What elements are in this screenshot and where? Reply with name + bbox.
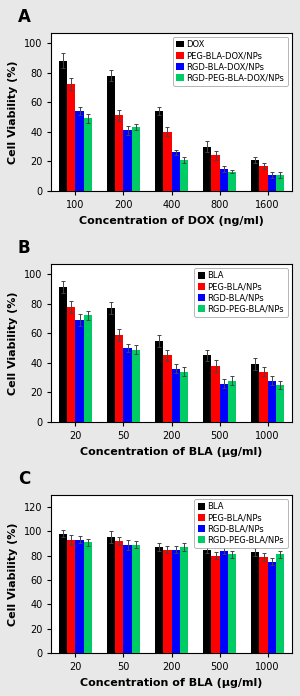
Bar (276, 385, 284, 422)
Bar (268, 175, 276, 191)
Bar (132, 127, 140, 191)
Bar (67, 307, 75, 422)
X-axis label: Concentration of BLA (μg/ml): Concentration of BLA (μg/ml) (80, 447, 263, 457)
Bar (164, 356, 172, 422)
Bar (124, 545, 132, 653)
Legend: BLA, PEG-BLA/NPs, RGD-BLA/NPs, RGD-PEG-BLA/NPs: BLA, PEG-BLA/NPs, RGD-BLA/NPs, RGD-PEG-B… (194, 499, 287, 548)
Y-axis label: Cell Viability (%): Cell Viability (%) (8, 60, 19, 164)
Bar (59, 534, 67, 653)
Bar (164, 550, 172, 653)
Bar (172, 550, 180, 653)
Bar (84, 118, 92, 191)
Bar (276, 175, 284, 191)
Bar (220, 551, 228, 653)
Bar (180, 547, 188, 653)
Bar (107, 76, 115, 191)
Bar (124, 130, 132, 191)
Bar (203, 147, 211, 191)
Bar (268, 562, 276, 653)
Bar (75, 111, 84, 191)
Text: B: B (18, 239, 30, 258)
Y-axis label: Cell Viability (%): Cell Viability (%) (8, 291, 19, 395)
Bar (180, 372, 188, 422)
Bar (172, 369, 180, 422)
Legend: BLA, PEG-BLA/NPs, RGD-BLA/NPs, RGD-PEG-BLA/NPs: BLA, PEG-BLA/NPs, RGD-BLA/NPs, RGD-PEG-B… (194, 268, 287, 317)
Bar (212, 155, 220, 191)
Text: A: A (18, 8, 31, 26)
Bar (180, 160, 188, 191)
Bar (132, 349, 140, 422)
Bar (84, 315, 92, 422)
Bar (251, 364, 260, 422)
Y-axis label: Cell Viability (%): Cell Viability (%) (8, 522, 18, 626)
Bar (268, 381, 276, 422)
Bar (84, 542, 92, 653)
Legend: DOX, PEG-BLA-DOX/NPs, RGD-BLA-DOX/NPs, RGD-PEG-BLA-DOX/NPs: DOX, PEG-BLA-DOX/NPs, RGD-BLA-DOX/NPs, R… (173, 37, 287, 86)
Bar (107, 537, 115, 653)
Bar (155, 340, 164, 422)
Bar (228, 555, 236, 653)
Bar (220, 383, 228, 422)
Bar (228, 172, 236, 191)
Bar (124, 348, 132, 422)
Bar (155, 111, 164, 191)
Text: C: C (18, 470, 30, 489)
Bar (132, 545, 140, 653)
Bar (67, 540, 75, 653)
Bar (212, 366, 220, 422)
Bar (212, 555, 220, 653)
Bar (155, 547, 164, 653)
Bar (251, 160, 260, 191)
Bar (75, 320, 84, 422)
Bar (59, 287, 67, 422)
Bar (59, 61, 67, 191)
Bar (115, 541, 124, 653)
Bar (260, 372, 268, 422)
Bar (260, 166, 268, 191)
Bar (172, 152, 180, 191)
Bar (228, 381, 236, 422)
Bar (115, 335, 124, 422)
Bar (260, 557, 268, 653)
Bar (115, 116, 124, 191)
Bar (251, 552, 260, 653)
Bar (203, 356, 211, 422)
Bar (107, 308, 115, 422)
Bar (203, 550, 211, 653)
Bar (164, 132, 172, 191)
Bar (75, 540, 84, 653)
Bar (220, 168, 228, 191)
X-axis label: Concentration of BLA (μg/ml): Concentration of BLA (μg/ml) (80, 678, 263, 688)
Bar (67, 84, 75, 191)
Bar (276, 555, 284, 653)
X-axis label: Concentration of DOX (ng/ml): Concentration of DOX (ng/ml) (79, 216, 264, 226)
